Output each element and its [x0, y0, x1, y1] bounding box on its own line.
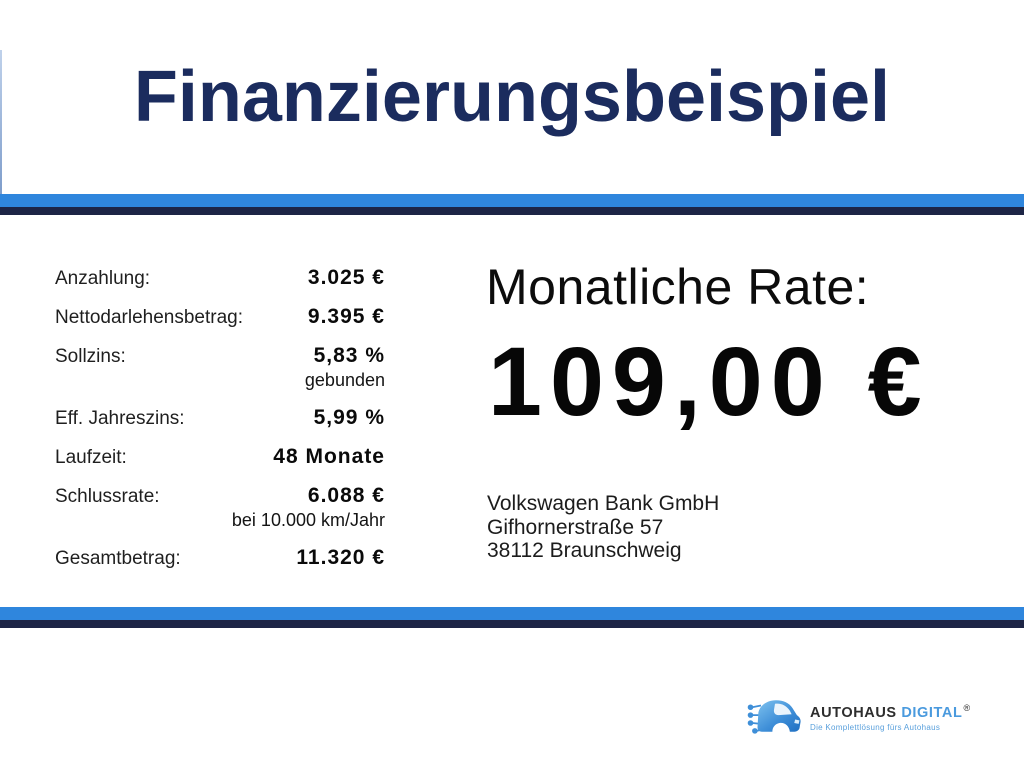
row-value: 6.088 € — [307, 484, 385, 507]
row-label: Nettodarlehensbetrag: — [55, 307, 244, 328]
table-row: Laufzeit: 48 Monate — [55, 445, 385, 470]
logo-name-primary: AUTOHAUS — [810, 704, 902, 721]
row-value: 11.320 € — [296, 546, 385, 569]
logo-tagline: Die Komplettlösung fürs Autohaus — [810, 722, 941, 732]
registered-trademark-symbol: ® — [963, 703, 971, 714]
logo-wordmark: AUTOHAUS DIGITAL® — [810, 700, 971, 721]
row-value: 48 Monate — [273, 445, 385, 468]
divider-band-bottom-navy — [0, 620, 1024, 628]
divider-band-top-blue — [0, 194, 1024, 207]
row-label: Gesamtbetrag: — [55, 548, 181, 569]
divider-band-bottom-blue — [0, 607, 1024, 620]
divider-band-top-navy — [0, 207, 1024, 215]
row-label: Laufzeit: — [55, 447, 127, 468]
left-edge-accent-line — [0, 50, 2, 214]
row-value: 3.025 € — [307, 266, 385, 289]
table-row: Schlussrate: 6.088 € bei 10.000 km/Jahr — [55, 484, 385, 531]
monthly-rate-amount: 109,00 € — [488, 327, 930, 436]
car-icon — [747, 700, 801, 734]
row-value: 5,83 % — [313, 344, 385, 367]
row-label: Schlussrate: — [55, 486, 160, 507]
table-row: Nettodarlehensbetrag: 9.395 € — [55, 305, 385, 330]
bank-address-line: 38112 Braunschweig — [487, 539, 682, 562]
divider-band-top — [0, 194, 1024, 215]
table-row: Sollzins: 5,83 % gebunden — [55, 344, 385, 391]
row-subtext: gebunden — [304, 370, 385, 390]
bank-address: Volkswagen Bank GmbH Gifhornerstraße 57 … — [487, 492, 719, 563]
monthly-rate-heading: Monatliche Rate: — [486, 259, 870, 315]
row-subtext: bei 10.000 km/Jahr — [231, 510, 385, 530]
bank-address-line: Volkswagen Bank GmbH — [487, 492, 720, 515]
row-label: Eff. Jahreszins: — [55, 408, 185, 429]
bank-address-line: Gifhornerstraße 57 — [487, 515, 664, 539]
logo-name-secondary: DIGITAL — [901, 704, 963, 721]
row-label: Sollzins: — [55, 346, 126, 367]
finance-details-table: Anzahlung: 3.025 € Nettodarlehensbetrag:… — [55, 266, 385, 585]
row-value: 9.395 € — [307, 305, 385, 328]
page-title: Finanzierungsbeispiel — [133, 57, 891, 137]
row-value: 5,99 % — [313, 406, 385, 429]
table-row: Gesamtbetrag: 11.320 € — [55, 546, 385, 571]
divider-band-bottom — [0, 607, 1024, 628]
table-row: Anzahlung: 3.025 € — [55, 266, 385, 291]
row-label: Anzahlung: — [55, 268, 151, 289]
autohaus-digital-logo: AUTOHAUS DIGITAL® Die Komplettlösung für… — [747, 693, 971, 739]
table-row: Eff. Jahreszins: 5,99 % — [55, 406, 385, 431]
